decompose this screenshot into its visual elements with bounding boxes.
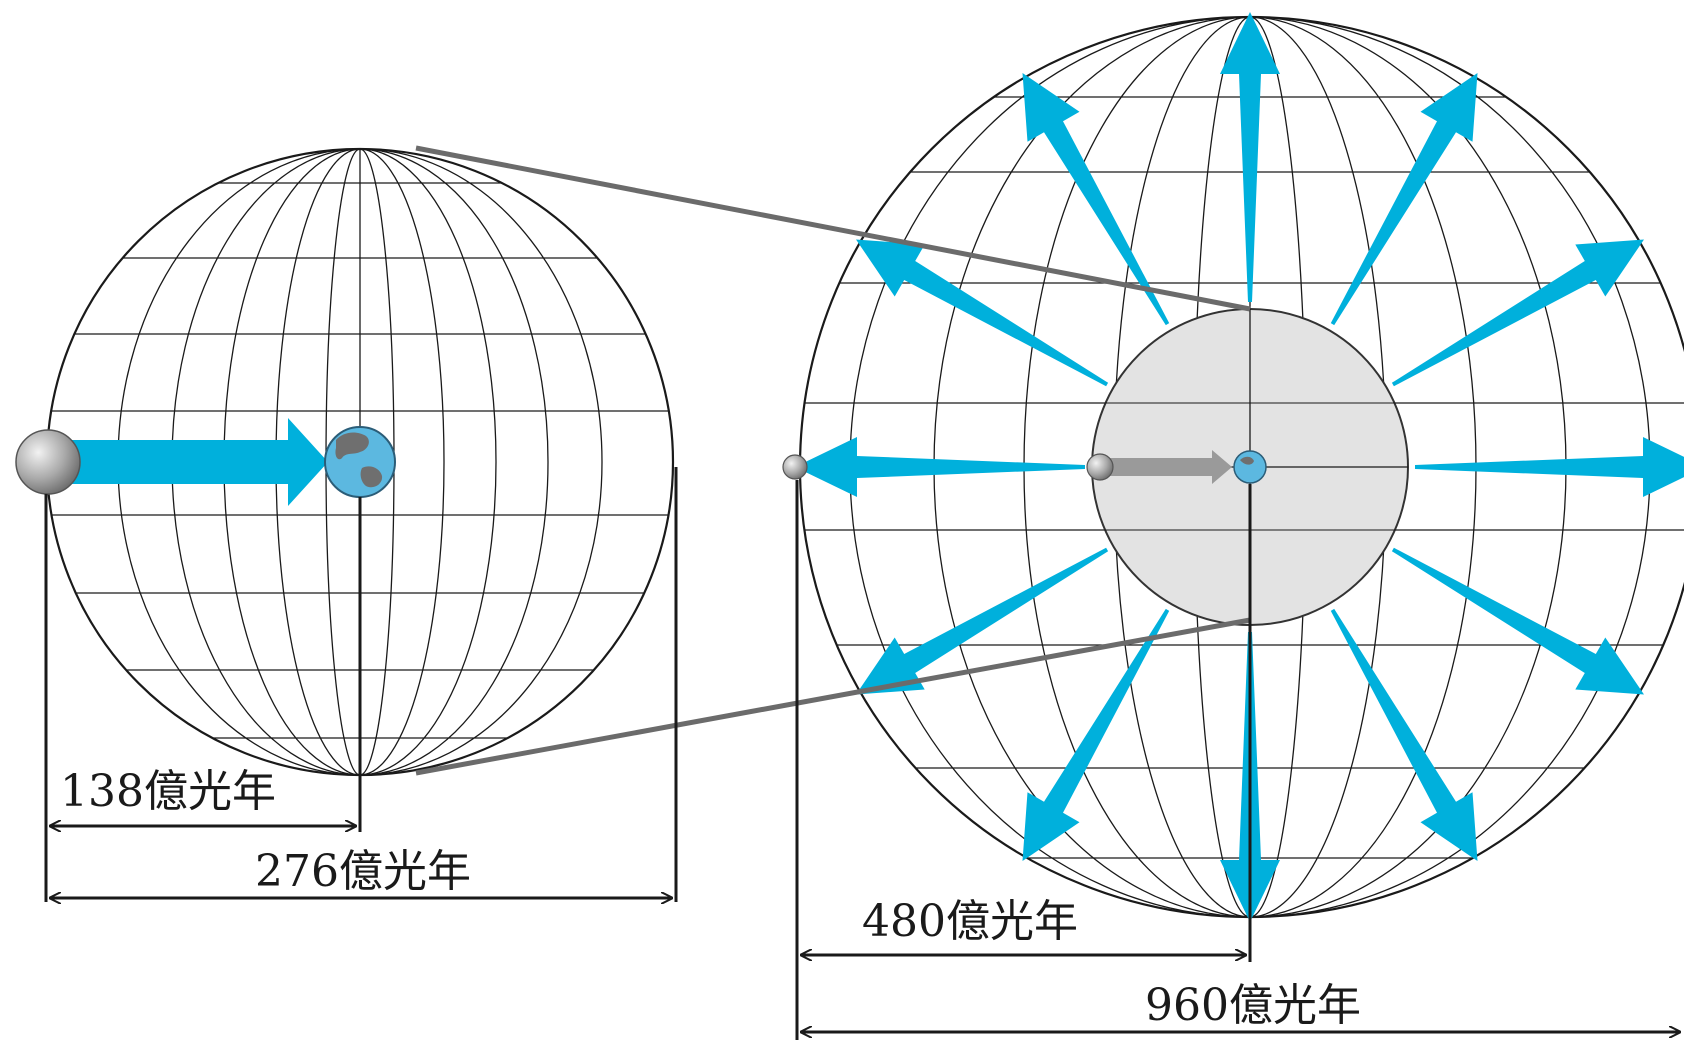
- earth-small-icon: [1234, 451, 1266, 483]
- large-radius-label: 480億光年: [862, 896, 1078, 947]
- earth-globe-icon: [325, 427, 395, 497]
- inner-source-sphere-icon: [1087, 454, 1113, 480]
- expansion-arrow: [1392, 548, 1644, 695]
- expansion-arrow: [856, 240, 1108, 387]
- small-light-path: [16, 418, 395, 506]
- expansion-arrow: [795, 437, 1085, 497]
- expansion-arrow: [856, 548, 1108, 695]
- expansion-arrow: [1392, 240, 1644, 387]
- large-diameter-label: 960億光年: [1145, 980, 1361, 1031]
- expansion-arrow: [1331, 609, 1478, 861]
- lower-connector-line: [416, 620, 1250, 773]
- expansion-arrow: [1415, 437, 1684, 497]
- expansion-arrow: [1331, 73, 1478, 325]
- small-diameter-label: 276億光年: [255, 846, 471, 897]
- expansion-arrow: [1220, 12, 1280, 302]
- edge-source-sphere-icon: [783, 455, 807, 479]
- small-radius-label: 138億光年: [60, 766, 276, 817]
- light-travel-arrow: [62, 418, 328, 506]
- gray-sphere-icon: [16, 430, 80, 494]
